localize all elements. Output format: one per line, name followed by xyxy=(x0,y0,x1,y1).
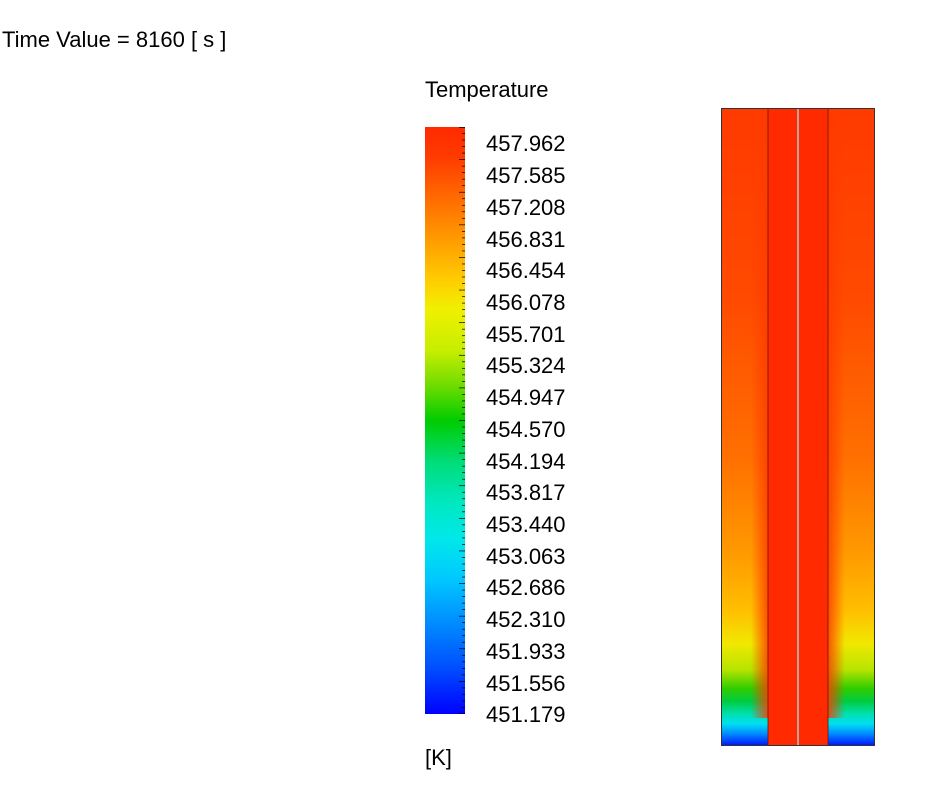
tick-label: 451.556 xyxy=(486,671,566,696)
left-channel-edge xyxy=(751,108,768,718)
right-channel-edge xyxy=(828,108,845,718)
right-wall xyxy=(799,108,828,746)
tick-label: 455.701 xyxy=(486,322,566,347)
tick-label: 454.194 xyxy=(486,449,566,474)
colorbar xyxy=(425,127,465,714)
tick-label: 455.324 xyxy=(486,353,566,378)
tick-label: 452.686 xyxy=(486,575,566,600)
tick-label: 451.933 xyxy=(486,639,566,664)
contour-outline xyxy=(721,108,875,746)
tick-label: 453.063 xyxy=(486,544,566,569)
tick-label: 457.208 xyxy=(486,195,566,220)
legend-unit: [K] xyxy=(425,745,452,770)
colorbar-fill xyxy=(425,127,465,714)
left-wall xyxy=(768,108,797,746)
tick-label: 452.310 xyxy=(486,607,566,632)
colorbar-tick-labels: 457.962 457.585 457.208 456.831 456.454 … xyxy=(486,0,606,800)
tick-label: 456.454 xyxy=(486,258,566,283)
tick-label: 457.962 xyxy=(486,131,566,156)
temperature-contour-plot xyxy=(721,108,875,746)
legend-title: Temperature xyxy=(425,77,549,102)
tick-label: 454.947 xyxy=(486,385,566,410)
tick-label: 451.179 xyxy=(486,702,566,727)
tick-label: 457.585 xyxy=(486,163,566,188)
tick-label: 456.831 xyxy=(486,227,566,252)
time-value-label: Time Value = 8160 [ s ] xyxy=(2,27,227,52)
tick-label: 454.570 xyxy=(486,417,566,442)
tick-label: 453.817 xyxy=(486,480,566,505)
tick-label: 456.078 xyxy=(486,290,566,315)
tick-label: 453.440 xyxy=(486,512,566,537)
colorbar-ticks xyxy=(459,127,465,714)
